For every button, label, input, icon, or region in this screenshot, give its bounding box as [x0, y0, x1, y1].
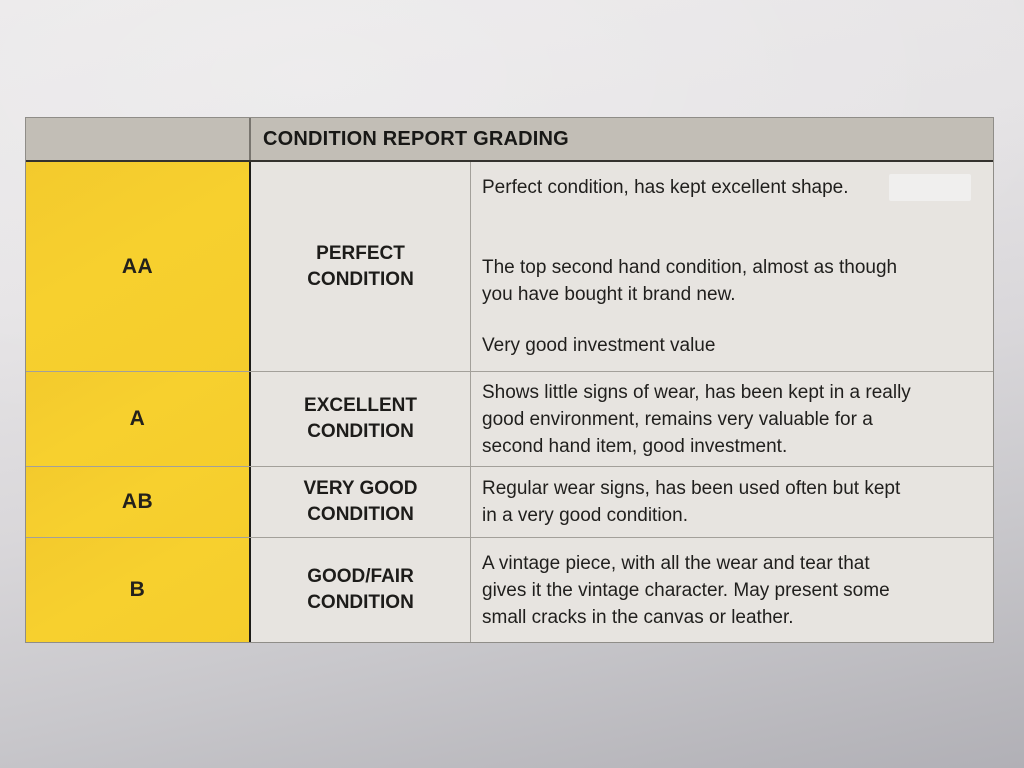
grade-cell-b: B [26, 538, 251, 642]
description-paragraph: Perfect condition, has kept excellent sh… [482, 177, 849, 198]
condition-label-b: GOOD/FAIR CONDITION [251, 538, 471, 642]
description-paragraph: Regular wear signs, has been used often … [482, 478, 901, 526]
condition-label-a: EXCELLENT CONDITION [251, 372, 471, 466]
condition-label-ab: VERY GOOD CONDITION [251, 467, 471, 537]
grade-cell-aa: AA [26, 162, 251, 371]
description-cell-ab: Regular wear signs, has been used often … [471, 467, 993, 537]
condition-label-aa: PERFECT CONDITION [251, 162, 471, 371]
description-cell-aa: Perfect condition, has kept excellent sh… [471, 162, 993, 371]
description-paragraph: Very good investment value [482, 335, 716, 356]
description-cell-a: Shows little signs of wear, has been kep… [471, 372, 993, 466]
table-row-a: A EXCELLENT CONDITION Shows little signs… [26, 371, 993, 466]
table-row-b: B GOOD/FAIR CONDITION A vintage piece, w… [26, 537, 993, 642]
table-header-row: CONDITION REPORT GRADING [26, 118, 993, 162]
description-paragraph: Shows little signs of wear, has been kep… [482, 381, 911, 457]
table-title: CONDITION REPORT GRADING [263, 127, 569, 150]
description-cell-b: A vintage piece, with all the wear and t… [471, 538, 993, 642]
table-row-ab: AB VERY GOOD CONDITION Regular wear sign… [26, 466, 993, 537]
grade-cell-ab: AB [26, 467, 251, 537]
table-row-aa: AA PERFECT CONDITION Perfect condition, … [26, 162, 993, 371]
table-header-corner-cell [26, 118, 251, 160]
whiteout-patch [889, 174, 971, 201]
description-paragraph: A vintage piece, with all the wear and t… [482, 552, 890, 628]
description-paragraph: The top second hand condition, almost as… [482, 257, 898, 305]
condition-grading-table: CONDITION REPORT GRADING AA PERFECT COND… [25, 117, 994, 643]
grade-cell-a: A [26, 372, 251, 466]
